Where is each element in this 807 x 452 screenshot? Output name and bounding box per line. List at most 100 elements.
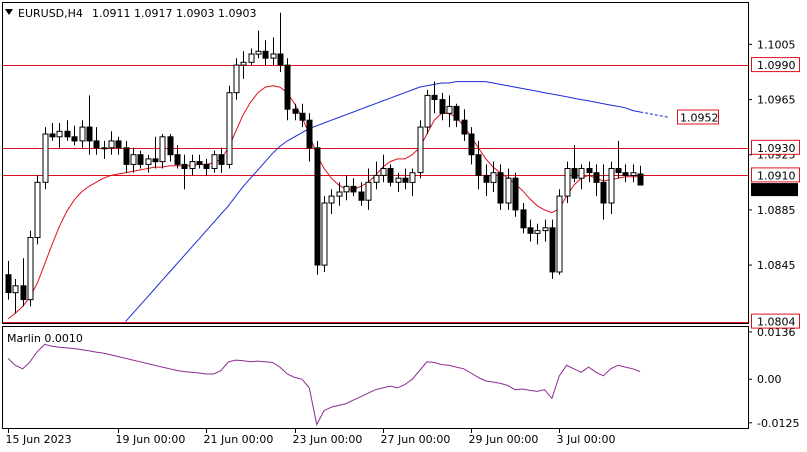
time-tick-label-1: 19 Jun 00:00: [116, 433, 186, 446]
candle-56: [417, 120, 424, 179]
candle-50: [373, 161, 380, 190]
candle-body: [622, 172, 629, 176]
candle-84: [622, 164, 629, 183]
candle-20: [152, 136, 159, 169]
level-tag-box: [751, 139, 800, 155]
candle-body: [306, 119, 313, 149]
indicator-label: Marlin 0.0010: [7, 332, 83, 345]
candle-14: [108, 131, 115, 155]
candle-57: [424, 89, 431, 134]
candle-22: [167, 134, 174, 162]
candle-body: [181, 163, 188, 169]
candle-body: [424, 94, 431, 128]
candle-45: [336, 182, 343, 206]
candle-10: [79, 120, 86, 148]
candle-body: [277, 53, 284, 66]
candle-body: [137, 154, 144, 165]
candle-body: [556, 195, 563, 273]
candle-body: [549, 227, 556, 273]
candle-body: [130, 154, 137, 165]
candle-body: [497, 172, 504, 204]
candle-body: [292, 108, 299, 114]
ohlc-values: 1.0911 1.0917 1.0903 1.0903: [92, 7, 256, 20]
candle-body: [56, 130, 63, 138]
candle-body: [387, 168, 394, 183]
candle-body: [226, 92, 233, 165]
time-tick-label-0: 15 Jun 2023: [6, 433, 72, 446]
candle-70: [520, 203, 527, 234]
candle-body: [167, 136, 174, 156]
candle-body: [461, 119, 468, 135]
candle-68: [505, 168, 512, 210]
candle-body: [578, 168, 585, 179]
level-tag-label: 1.0930: [757, 142, 796, 155]
current-price-tag: 1.0903: [751, 183, 798, 197]
candle-body: [262, 50, 269, 59]
candle-body: [520, 209, 527, 229]
level-tag-box: [751, 57, 800, 73]
candle-39: [292, 103, 299, 121]
candle-59: [439, 92, 446, 121]
candle-25: [189, 154, 196, 176]
indicator-tick-label-2: -0.0125: [757, 417, 799, 430]
candle-8: [64, 120, 71, 141]
level-tag-label: 1.0990: [757, 59, 796, 72]
candle-82: [608, 161, 615, 214]
candle-body: [321, 202, 328, 266]
indicator-pane-frame: [2, 326, 749, 429]
candle-body: [284, 64, 291, 110]
candle-body: [564, 168, 571, 197]
collapse-triangle-icon[interactable]: [5, 9, 13, 15]
ma-slow-line: [125, 81, 641, 322]
candle-49: [365, 168, 372, 210]
candle-body: [630, 172, 637, 176]
candle-79: [586, 161, 593, 183]
candle-body: [159, 136, 166, 163]
candle-15: [115, 136, 122, 155]
ma-fast-line: [7, 85, 641, 320]
candle-body: [534, 230, 541, 234]
ma-slow-projection: [640, 111, 670, 118]
candle-body: [542, 227, 549, 232]
time-tick-label-4: 27 Jun 00:00: [381, 433, 451, 446]
candle-body: [12, 285, 19, 294]
candle-19: [145, 154, 152, 173]
candle-body: [328, 195, 335, 204]
candle-33: [248, 48, 255, 66]
candle-58: [431, 81, 438, 114]
candle-body: [483, 174, 490, 183]
candle-12: [93, 127, 100, 155]
candle-62: [461, 109, 468, 141]
candle-41: [306, 113, 313, 162]
candle-51: [380, 154, 387, 183]
candle-body: [490, 172, 497, 183]
candle-28: [211, 150, 218, 173]
candle-body: [218, 154, 225, 165]
candle-body: [108, 140, 115, 149]
candle-34: [255, 30, 262, 59]
candle-6: [49, 123, 56, 141]
price-tick-label-0: 1.1005: [757, 38, 796, 51]
candle-9: [71, 125, 78, 146]
candle-body: [34, 181, 41, 239]
candle-body: [395, 177, 402, 183]
candle-body: [71, 136, 78, 142]
level-tag-label: 1.0804: [757, 316, 796, 329]
candle-80: [593, 164, 600, 197]
candle-66: [490, 161, 497, 192]
candle-body: [189, 161, 196, 170]
price-tick-label-4: 1.0845: [757, 259, 796, 272]
candle-16: [123, 140, 130, 173]
projection-tag-label: 1.0952: [680, 112, 719, 125]
candle-78: [578, 164, 585, 190]
candle-63: [468, 127, 475, 165]
candle-31: [233, 58, 240, 100]
candle-body: [512, 177, 519, 211]
candle-body: [270, 53, 277, 59]
candle-body: [64, 130, 71, 138]
candle-body: [314, 147, 321, 266]
price-tick-label-3: 1.0885: [757, 204, 796, 217]
candle-24: [181, 154, 188, 190]
